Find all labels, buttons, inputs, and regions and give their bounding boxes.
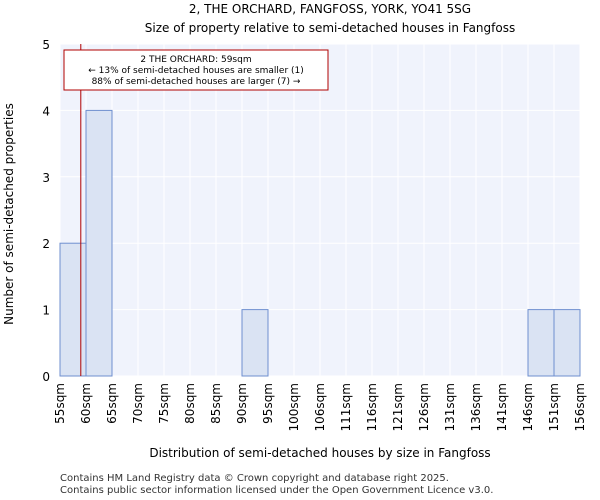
x-tick-label-146sqm: 146sqm — [521, 383, 535, 431]
x-tick-label-70sqm: 70sqm — [131, 383, 145, 424]
bar-55sqm — [59, 242, 87, 377]
annotation-frame — [63, 49, 329, 91]
y-axis-label: Number of semi-detached properties — [2, 103, 16, 325]
x-tick-label-131sqm: 131sqm — [443, 383, 457, 431]
x-tick-label-90sqm: 90sqm — [235, 383, 249, 424]
bars — [59, 109, 581, 377]
x-tick-label-75sqm: 75sqm — [157, 383, 171, 424]
x-tick-label-106sqm: 106sqm — [313, 383, 327, 431]
y-tick-label-5: 5 — [42, 38, 50, 52]
y-axis-ticks: 0 1 2 3 4 5 — [42, 38, 50, 384]
y-tick-label-0: 0 — [42, 370, 50, 384]
x-tick-label-85sqm: 85sqm — [209, 383, 223, 424]
y-tick-label-3: 3 — [42, 171, 50, 185]
gridlines — [59, 43, 581, 377]
footer-licence: Contains public sector information licen… — [60, 485, 494, 496]
x-tick-label-121sqm: 121sqm — [391, 383, 405, 431]
x-tick-label-111sqm: 111sqm — [339, 383, 353, 431]
y-tick-label-4: 4 — [42, 104, 50, 118]
x-tick-label-80sqm: 80sqm — [183, 383, 197, 424]
x-tick-label-60sqm: 60sqm — [79, 383, 93, 424]
x-tick-label-141sqm: 141sqm — [495, 383, 509, 431]
x-axis-label: Distribution of semi-detached houses by … — [149, 446, 490, 460]
x-tick-label-126sqm: 126sqm — [417, 383, 431, 431]
annotation-box: 2 THE ORCHARD: 59sqm ← 13% of semi-detac… — [63, 49, 329, 91]
x-tick-label-65sqm: 65sqm — [105, 383, 119, 424]
x-tick-label-116sqm: 116sqm — [365, 383, 379, 431]
bar-151sqm — [553, 309, 581, 377]
chart-title: 2, THE ORCHARD, FANGFOSS, YORK, YO41 5SG — [189, 2, 471, 16]
x-tick-label-95sqm: 95sqm — [261, 383, 275, 424]
y-tick-label-2: 2 — [42, 237, 50, 251]
annotation-line-3: 88% of semi-detached houses are larger (… — [92, 77, 301, 87]
bar-146sqm — [527, 309, 555, 377]
chart-subtitle: Size of property relative to semi-detach… — [145, 21, 515, 35]
annotation-line-2: ← 13% of semi-detached houses are smalle… — [88, 66, 304, 76]
bar-90sqm — [241, 309, 269, 377]
x-tick-label-100sqm: 100sqm — [287, 383, 301, 431]
x-tick-label-151sqm: 151sqm — [547, 383, 561, 431]
x-tick-label-136sqm: 136sqm — [469, 383, 483, 431]
y-tick-label-1: 1 — [42, 304, 50, 318]
bar-60sqm — [85, 109, 113, 377]
x-axis-ticks: 55sqm 60sqm 65sqm 70sqm 75sqm 80sqm 85sqm 90sqm… — [53, 383, 587, 431]
footer-copyright: Contains HM Land Registry data © Crown c… — [60, 473, 449, 484]
annotation-line-1: 2 THE ORCHARD: 59sqm — [140, 55, 251, 65]
x-tick-label-156sqm: 156sqm — [573, 383, 587, 431]
x-tick-label-55sqm: 55sqm — [53, 383, 67, 424]
